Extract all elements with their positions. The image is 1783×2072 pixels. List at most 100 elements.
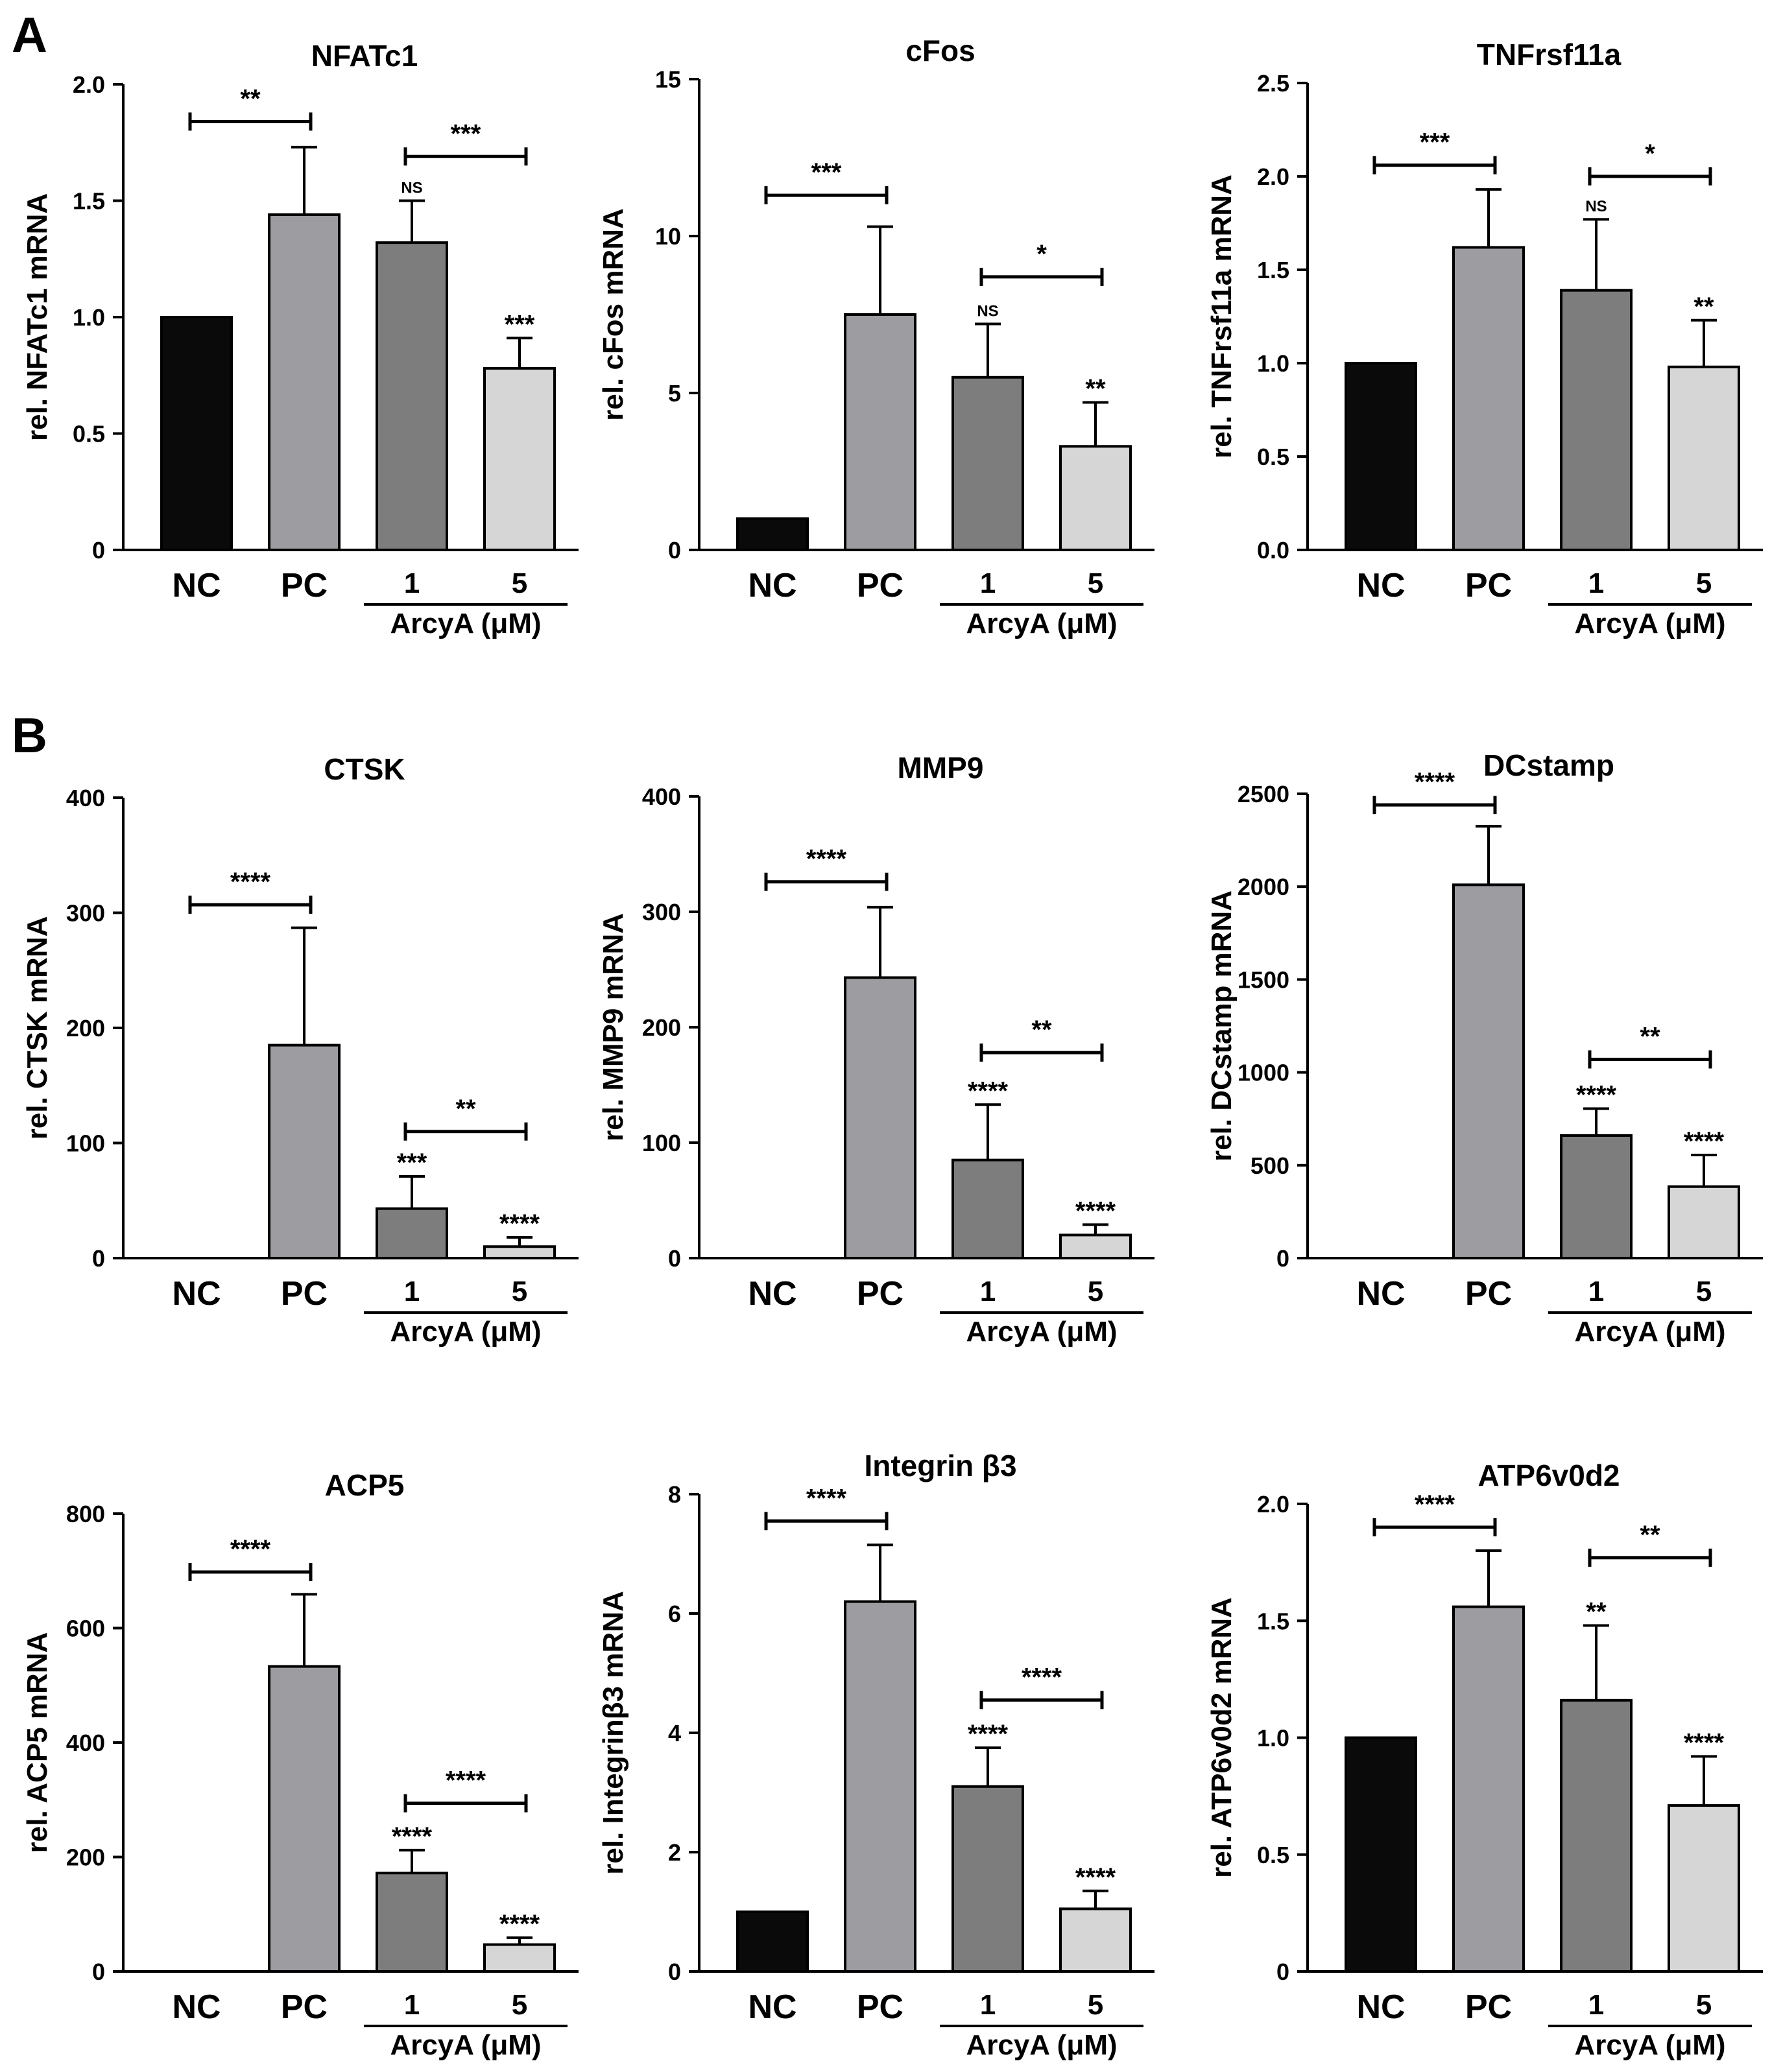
bar-significance-label: ** <box>1693 292 1714 321</box>
bar-significance-label: **** <box>499 1910 540 1938</box>
bar-significance-label: NS <box>401 180 422 197</box>
bar-5 <box>1668 1804 1740 1973</box>
y-tick-label: 0 <box>1276 1245 1289 1272</box>
chart-title: cFos <box>905 34 975 67</box>
category-label: NC <box>748 1988 796 2026</box>
y-tick-label: 0.5 <box>1257 1842 1289 1868</box>
bracket-label: **** <box>1022 1663 1062 1691</box>
category-label: PC <box>1465 1988 1512 2026</box>
bar-NC <box>1345 362 1417 551</box>
y-tick-label: 1.0 <box>1257 1725 1289 1752</box>
bracket-label: *** <box>1420 128 1450 157</box>
bar-5 <box>1059 1907 1132 1973</box>
group-label: ArcyA (μM) <box>1574 1316 1725 1348</box>
bar-PC <box>844 313 916 551</box>
y-axis-title: rel. MMP9 mRNA <box>597 913 629 1141</box>
bracket-label: **** <box>1415 768 1455 796</box>
group-label: ArcyA (μM) <box>1574 2029 1725 2061</box>
y-tick-label: 200 <box>642 1014 681 1041</box>
bracket-label: *** <box>811 158 842 187</box>
chart-title: Integrin β3 <box>864 1449 1016 1483</box>
bar-significance-label: **** <box>499 1209 540 1238</box>
y-tick-label: 1.5 <box>73 188 105 215</box>
bracket-label: **** <box>230 868 271 896</box>
bar-significance-label: ** <box>1085 375 1106 403</box>
bar-1 <box>951 1785 1024 1973</box>
bar-significance-label: **** <box>392 1822 433 1851</box>
panel-label-a: A <box>12 8 47 63</box>
bar-5 <box>483 1245 556 1259</box>
bar-NC <box>1345 1736 1417 1973</box>
y-tick-label: 400 <box>642 783 681 810</box>
bar-1 <box>376 241 448 551</box>
y-axis-title: rel. CTSK mRNA <box>21 916 53 1140</box>
bar-significance-label: **** <box>1576 1080 1617 1109</box>
chart-1: cFos rel. cFos mRNA 0 5 10 15 NC PC NS 1 ** 5 ArcyA … <box>597 34 1155 639</box>
chart-title: TNFrsf11a <box>1477 38 1621 71</box>
y-tick-label: 6 <box>668 1601 681 1627</box>
y-tick-label: 800 <box>66 1501 105 1527</box>
y-tick-label: 2.5 <box>1257 70 1289 97</box>
bracket-label: **** <box>806 845 847 874</box>
y-axis-title: rel. ACP5 mRNA <box>21 1632 53 1853</box>
category-label: PC <box>857 567 903 604</box>
category-label: 5 <box>512 567 527 599</box>
category-label: 1 <box>980 567 996 599</box>
category-label: 1 <box>404 1989 420 2021</box>
bar-PC <box>1452 246 1525 551</box>
y-tick-label: 2 <box>668 1839 681 1866</box>
bracket-label: **** <box>446 1767 486 1795</box>
bracket-label: *** <box>451 119 481 148</box>
group-label: ArcyA (μM) <box>390 608 541 639</box>
y-tick-label: 1000 <box>1238 1060 1289 1086</box>
y-tick-label: 0 <box>668 1959 681 1985</box>
category-label: NC <box>748 567 796 604</box>
y-tick-label: 600 <box>66 1615 105 1642</box>
chart-title: MMP9 <box>898 751 984 785</box>
bar-1 <box>1560 1134 1633 1259</box>
group-label: ArcyA (μM) <box>390 1316 541 1348</box>
group-label: ArcyA (μM) <box>966 608 1117 639</box>
category-label: NC <box>172 1988 221 2026</box>
chart-6: ACP5 rel. ACP5 mRNA 0 200 400 600 800 NC PC **** 1… <box>21 1468 579 2061</box>
y-tick-label: 2000 <box>1238 874 1289 900</box>
bar-5 <box>1668 1185 1740 1259</box>
category-label: PC <box>281 1275 328 1313</box>
bar-PC <box>1452 1605 1525 1973</box>
y-tick-label: 0 <box>92 1959 105 1985</box>
category-label: PC <box>857 1275 903 1313</box>
y-axis-title: rel. cFos mRNA <box>597 208 629 421</box>
category-label: 1 <box>1588 1989 1604 2021</box>
bracket-label: ** <box>1640 1521 1660 1549</box>
category-label: 5 <box>512 1276 527 1307</box>
y-tick-label: 15 <box>655 66 681 93</box>
category-label: 1 <box>1588 567 1604 599</box>
bar-PC <box>1452 883 1525 1260</box>
y-tick-label: 1.5 <box>1257 1608 1289 1634</box>
y-tick-label: 0.5 <box>73 421 105 447</box>
category-label: PC <box>281 567 328 604</box>
y-tick-label: 400 <box>66 785 105 811</box>
chart-4: MMP9 rel. MMP9 mRNA 0 100 200 300 400 NC PC **** 1… <box>597 751 1155 1348</box>
y-tick-label: 0 <box>668 537 681 564</box>
chart-0: NFATc1 rel. NFATc1 mRNA 0 0.5 1.0 1.5 2.0 NC PC N… <box>21 39 579 639</box>
category-label: 5 <box>1696 567 1712 599</box>
y-tick-label: 0.0 <box>1257 537 1289 564</box>
y-tick-label: 100 <box>642 1130 681 1156</box>
bar-NC <box>736 517 809 551</box>
bar-NC <box>736 1911 809 1973</box>
bar-1 <box>376 1872 448 1973</box>
category-label: 1 <box>404 567 420 599</box>
category-label: 1 <box>980 1989 996 2021</box>
bar-significance-label: **** <box>968 1720 1009 1748</box>
chart-2: TNFrsf11a rel. TNFrsf11a mRNA 0.0 0.5 1.0 1.5… <box>1206 38 1763 639</box>
y-axis-title: rel. TNFrsf11a mRNA <box>1206 174 1238 458</box>
y-axis-title: rel. Integrinβ3 mRNA <box>597 1591 629 1875</box>
category-label: 5 <box>1088 1276 1103 1307</box>
bracket-label: **** <box>1415 1490 1455 1519</box>
bar-significance-label: ** <box>1586 1597 1607 1626</box>
category-label: 1 <box>404 1276 420 1307</box>
panel-label-b: B <box>12 708 47 763</box>
bar-1 <box>1560 289 1633 551</box>
y-tick-label: 300 <box>642 899 681 925</box>
